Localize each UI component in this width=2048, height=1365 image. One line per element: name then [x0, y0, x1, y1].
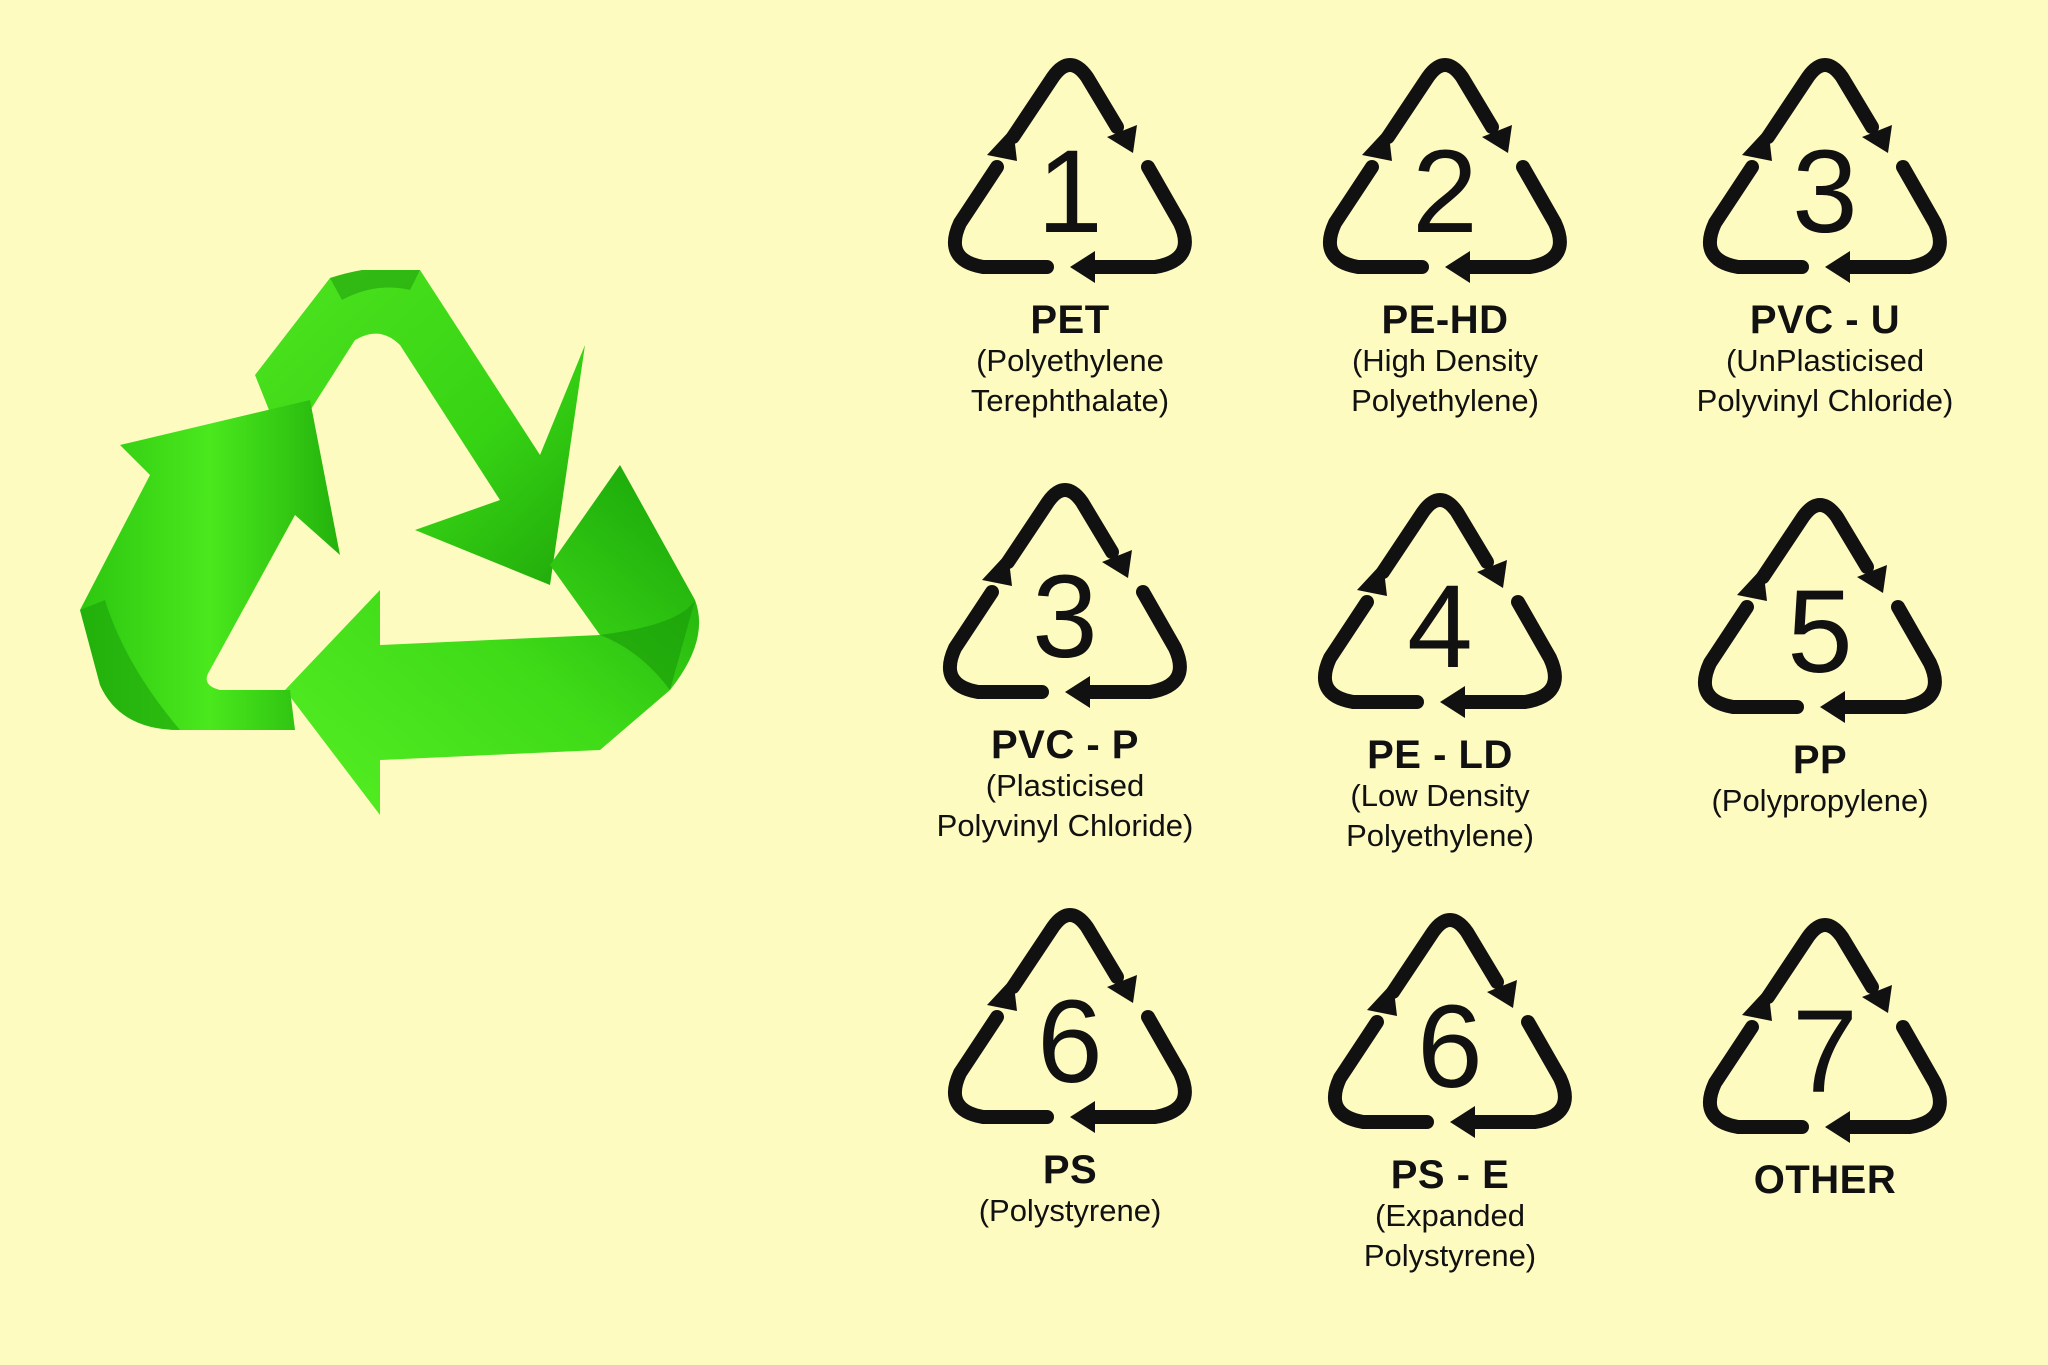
recycle-icon [80, 270, 700, 815]
resin-code-description: (High Density Polyethylene) [1351, 343, 1539, 418]
resin-code-number: 4 [1407, 561, 1473, 693]
resin-code-triangle-icon [1703, 58, 1947, 283]
resin-code-abbreviation: PET [1030, 298, 1110, 342]
resin-code-description: (Polyethylene Terephthalate) [970, 343, 1170, 418]
resin-code-4: 4 PE - LD (Low Density Polyethylene) [1260, 490, 1620, 910]
resin-code-triangle-icon [1703, 918, 1947, 1143]
resin-code-8: 7 OTHER [1645, 915, 2005, 1335]
recycle-arrow-left [80, 400, 340, 730]
resin-code-description: (Polystyrene) [978, 1193, 1162, 1228]
resin-code-triangle-icon [1698, 498, 1942, 723]
resin-code-3: 3 PVC - P (Plasticised Polyvinyl Chloride) [885, 480, 1245, 900]
resin-code-1: 2 PE-HD (High Density Polyethylene) [1265, 55, 1625, 475]
resin-code-triangle-icon [1328, 913, 1572, 1138]
resin-code-number: 7 [1792, 986, 1858, 1118]
resin-code-0: 1 PET (Polyethylene Terephthalate) [890, 55, 1250, 475]
recycle-arrow-right [285, 465, 700, 815]
resin-code-number: 5 [1787, 566, 1853, 698]
resin-code-abbreviation: PVC - U [1749, 298, 1901, 342]
resin-code-number: 6 [1417, 981, 1483, 1113]
resin-code-5: 5 PP (Polypropylene) [1640, 495, 2000, 915]
resin-code-description: (Polypropylene) [1711, 783, 1929, 818]
resin-code-triangle-icon [948, 58, 1192, 283]
resin-code-number: 1 [1037, 126, 1103, 258]
resin-code-2: 3 PVC - U (UnPlasticised Polyvinyl Chlorid… [1645, 55, 2005, 475]
resin-code-triangle-icon [943, 483, 1187, 708]
resin-code-number: 6 [1037, 976, 1103, 1108]
resin-code-abbreviation: PS [1042, 1148, 1098, 1192]
resin-code-triangle-icon [1323, 58, 1567, 283]
resin-code-abbreviation: PE - LD [1367, 733, 1513, 777]
resin-code-number: 3 [1032, 551, 1098, 683]
recycle-arrow-top [255, 270, 585, 585]
resin-code-abbreviation: PS - E [1390, 1153, 1510, 1197]
resin-code-description: (Low Density Polyethylene) [1346, 778, 1534, 853]
resin-code-6: 6 PS (Polystyrene) [890, 905, 1250, 1325]
resin-code-description: (Plasticised Polyvinyl Chloride) [936, 768, 1194, 843]
resin-code-abbreviation: PE-HD [1381, 298, 1509, 342]
resin-code-abbreviation: PVC - P [991, 723, 1139, 767]
resin-code-description: (UnPlasticised Polyvinyl Chloride) [1696, 343, 1954, 418]
resin-code-number: 3 [1792, 126, 1858, 258]
resin-code-triangle-icon [1318, 493, 1562, 718]
resin-code-7: 6 PS - E (Expanded Polystyrene) [1270, 910, 1630, 1330]
resin-code-description: (Expanded Polystyrene) [1363, 1198, 1537, 1273]
resin-code-abbreviation: PP [1792, 738, 1848, 782]
resin-code-triangle-icon [948, 908, 1192, 1133]
resin-code-abbreviation: OTHER [1753, 1158, 1897, 1202]
resin-code-number: 2 [1412, 126, 1478, 258]
